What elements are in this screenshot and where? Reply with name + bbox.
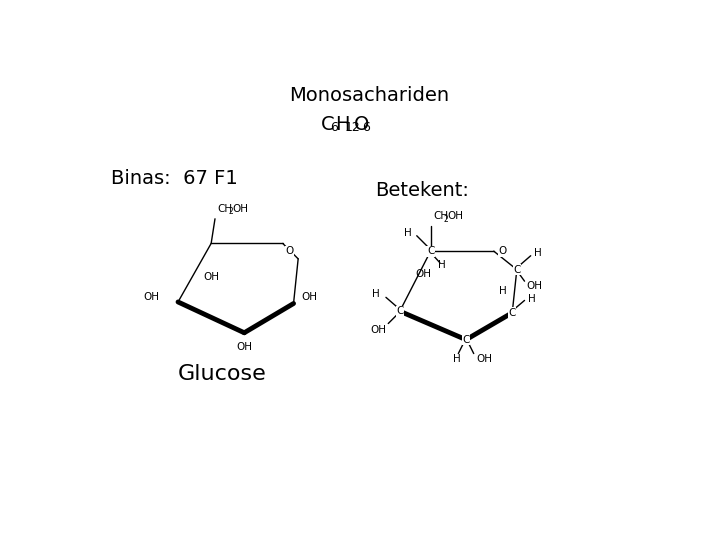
Text: Betekent:: Betekent:: [375, 181, 469, 200]
Text: OH: OH: [527, 281, 543, 291]
Text: Binas:  67 F1: Binas: 67 F1: [111, 169, 238, 188]
Text: C: C: [427, 246, 434, 256]
Text: H: H: [534, 248, 541, 258]
Text: OH: OH: [204, 272, 220, 281]
Text: OH: OH: [236, 342, 252, 353]
Text: OH: OH: [301, 292, 318, 302]
Text: H: H: [335, 114, 350, 133]
Text: H: H: [499, 286, 507, 296]
Text: OH: OH: [476, 354, 492, 364]
Text: O: O: [286, 246, 294, 256]
Text: C: C: [462, 335, 469, 345]
Text: 6: 6: [362, 122, 370, 134]
Text: Glucose: Glucose: [178, 364, 267, 384]
Text: H: H: [372, 289, 379, 299]
Text: H: H: [405, 228, 412, 238]
Text: OH: OH: [143, 292, 160, 302]
Text: CH: CH: [433, 212, 448, 221]
Text: H: H: [453, 354, 461, 364]
Text: C: C: [513, 265, 521, 275]
Text: O: O: [499, 246, 507, 256]
Text: O: O: [354, 114, 369, 133]
Text: C: C: [508, 308, 516, 318]
Text: OH: OH: [371, 325, 387, 335]
Text: Monosachariden: Monosachariden: [289, 86, 449, 105]
Text: 2: 2: [228, 207, 233, 217]
Text: 2: 2: [444, 215, 449, 224]
Text: C: C: [321, 114, 335, 133]
Text: CH: CH: [217, 204, 233, 214]
Text: OH: OH: [448, 212, 464, 221]
Text: H: H: [528, 294, 536, 304]
Text: 12: 12: [344, 122, 360, 134]
Text: OH: OH: [232, 204, 248, 214]
Text: 6: 6: [330, 122, 338, 134]
Text: C: C: [396, 306, 403, 316]
Text: H: H: [438, 260, 445, 270]
Text: OH: OH: [415, 269, 431, 279]
